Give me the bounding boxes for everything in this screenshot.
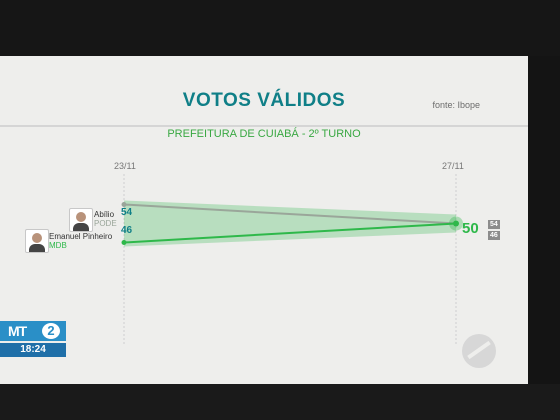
channel-logo: MT 2 xyxy=(0,321,66,341)
end-point xyxy=(453,220,459,227)
tv-screen: VOTOS VÁLIDOS fonte: Ibope PREFEITURA DE… xyxy=(0,56,528,384)
series-line-0 xyxy=(123,203,457,225)
candidate-2-start-value: 46 xyxy=(121,225,133,236)
page-title: VOTOS VÁLIDOS xyxy=(182,90,346,111)
series-line-1 xyxy=(123,222,457,244)
series-0-point-0 xyxy=(121,202,127,207)
series-highlight-band xyxy=(124,200,456,247)
channel-logo-text: MT xyxy=(8,323,27,339)
date-end-label: 27/11 xyxy=(442,161,464,171)
candidate-1-avatar xyxy=(69,208,93,232)
divider xyxy=(0,125,528,127)
end-value-label: 50 xyxy=(462,220,479,237)
date-start-label: 23/11 xyxy=(114,161,136,171)
end-value-candidate-1: 54 xyxy=(488,220,500,229)
candidate-2-avatar xyxy=(25,229,49,253)
broadcast-clock: 18:24 xyxy=(0,343,66,357)
candidate-1-name: Abílio xyxy=(94,210,115,219)
candidate-2-name: Emanuel Pinheiro xyxy=(49,232,113,241)
broadcaster-watermark-icon xyxy=(462,334,496,368)
candidate-1-party: PODE xyxy=(94,219,117,228)
channel-logo-number: 2 xyxy=(42,323,60,339)
tv-bezel-top xyxy=(0,0,560,56)
source-label: fonte: Ibope xyxy=(432,100,480,110)
candidate-2-party: MDB xyxy=(49,241,67,250)
chart-subtitle: PREFEITURA DE CUIABÁ - 2º TURNO xyxy=(167,128,361,140)
end-value-candidate-2: 46 xyxy=(488,231,500,240)
series-1-point-0 xyxy=(121,240,127,245)
line-chart xyxy=(121,174,463,346)
tv-bezel-bottom xyxy=(0,384,560,420)
candidate-1-start-value: 54 xyxy=(121,207,133,218)
